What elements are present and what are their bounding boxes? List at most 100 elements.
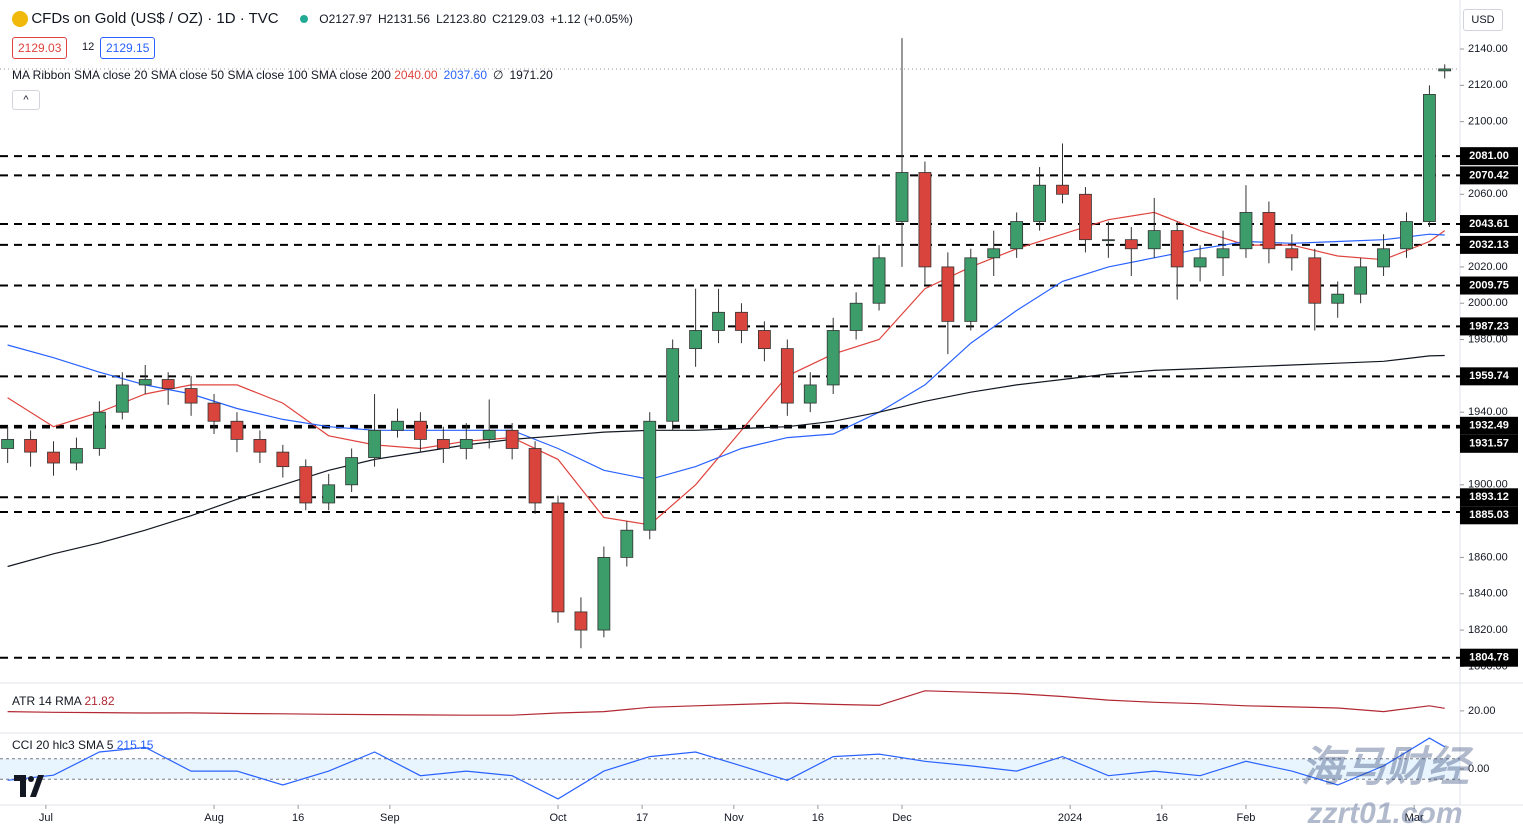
level-label: 1959.74	[1469, 370, 1510, 382]
candle-body	[735, 311, 748, 331]
candle-body	[689, 330, 703, 350]
candle-body	[391, 420, 404, 431]
candle-body	[1354, 266, 1368, 295]
candle-body	[987, 248, 1001, 259]
y-tick-label: 1860.00	[1468, 551, 1508, 563]
candle-body	[345, 457, 359, 486]
ma-values: 2040.00 2037.60 ∅ 1971.20	[394, 68, 559, 82]
ma-legend: MA Ribbon SMA close 20 SMA close 50 SMA …	[12, 68, 559, 82]
candle-body	[1033, 184, 1046, 222]
ma-last-value: 1971.20	[509, 68, 553, 82]
candle-body	[1101, 239, 1115, 242]
candle-body	[780, 348, 794, 404]
symbol-row: CFDs on Gold (US$ / OZ) · 1D · TVC O2127…	[12, 10, 639, 27]
x-tick-label: 16	[292, 812, 304, 824]
candle-body	[1400, 221, 1413, 250]
candle-body	[299, 466, 313, 504]
level-label: 2009.75	[1469, 279, 1509, 291]
candle-body	[161, 379, 175, 389]
candle-body	[24, 439, 37, 453]
y-tick-label: 20.00	[1468, 705, 1496, 717]
candle-body	[1438, 68, 1452, 72]
cci-band	[0, 758, 1460, 780]
candle-body	[643, 420, 657, 531]
x-tick-label: 2024	[1058, 812, 1082, 824]
tv-logo	[14, 775, 44, 797]
candle-body	[574, 611, 588, 631]
y-tick-label: 2120.00	[1468, 79, 1508, 91]
y-tick-label: 2020.00	[1468, 261, 1508, 273]
candle-body	[1170, 230, 1184, 268]
level-label-box	[1460, 648, 1518, 667]
candle-body	[1147, 230, 1161, 250]
candle-body	[597, 557, 611, 631]
ma-line	[7, 354, 1445, 568]
x-tick-label: Sep	[380, 812, 400, 824]
candle-body	[1079, 193, 1092, 241]
market-status	[299, 14, 308, 23]
candle-body	[207, 402, 221, 422]
watermark-cn: 海马财经	[1301, 743, 1474, 790]
candle-body	[872, 257, 886, 304]
level-label-box	[1460, 488, 1518, 507]
y-tick-label: 0.00	[1468, 763, 1489, 775]
candle-body	[1, 439, 15, 449]
price-pane: 2140.00 2120.00 2100.00 2060.00 2020.00 2000.…	[0, 38, 1518, 824]
level-label-box	[1460, 317, 1518, 336]
candle-body	[1308, 257, 1322, 304]
bid-badge[interactable]: 2129.03	[12, 37, 68, 59]
candle-body	[528, 448, 542, 504]
candle-body	[184, 388, 198, 404]
candle-body	[436, 439, 450, 449]
candle-body	[138, 379, 152, 386]
atr-title: ATR 14 RMA	[12, 694, 82, 708]
x-tick-label: Feb	[1236, 812, 1255, 824]
level-label-box	[1460, 147, 1518, 166]
cci-value: 215.15	[116, 738, 154, 752]
spread: 12	[82, 41, 95, 53]
ohlc-item: O2127.97	[319, 11, 373, 26]
y-tick-label: 1840.00	[1468, 588, 1508, 600]
candle-body	[757, 330, 771, 350]
candle-body	[620, 529, 634, 558]
collapse-button[interactable]: ^	[12, 90, 40, 110]
symbol-icon	[12, 10, 28, 27]
candle-body	[1010, 221, 1024, 250]
candle-body	[505, 429, 519, 449]
ma-label: MA Ribbon SMA close 20 SMA close 50 SMA …	[12, 68, 391, 82]
level-label-box	[1460, 506, 1518, 525]
ma-line	[7, 211, 1446, 526]
atr-value: 21.82	[84, 694, 115, 708]
candle-body	[92, 411, 106, 449]
candle-body	[322, 484, 336, 504]
ohlc-item: L2123.80	[436, 11, 487, 26]
candle-body	[368, 429, 381, 458]
x-tick-label: 17	[636, 812, 648, 824]
indicator-line	[7, 737, 1445, 800]
level-label: 1893.12	[1469, 491, 1509, 503]
level-label-box	[1460, 235, 1518, 254]
ask-badge[interactable]: 2129.15	[100, 37, 156, 59]
symbol[interactable]: CFDs on Gold (US$ / OZ) · 1D · TVC	[31, 10, 279, 27]
ma-missing: ∅	[493, 68, 504, 82]
candle-body	[849, 302, 863, 331]
candle-body	[459, 439, 473, 449]
y-tick-label: 1980.00	[1468, 333, 1508, 345]
indicator-line	[7, 690, 1445, 716]
candle-body	[895, 172, 909, 222]
x-tick-label: 16	[1156, 812, 1168, 824]
candle-body	[1124, 239, 1138, 250]
candle-body	[1216, 248, 1230, 259]
currency[interactable]: USD	[1463, 9, 1503, 31]
level-label: 2081.00	[1469, 150, 1509, 162]
ohlc: O2127.97 H2131.56 L2123.80 C2129.03 +1.12 (+…	[319, 12, 639, 26]
level-label: 2032.13	[1469, 239, 1509, 251]
atr-legend: ATR 14 RMA 21.82	[12, 694, 115, 708]
level-label-box	[1460, 416, 1518, 435]
level-label: 1804.78	[1469, 652, 1509, 664]
candle-body	[253, 439, 267, 453]
cci-title: CCI 20 hlc3 SMA 5	[12, 738, 114, 752]
candle-body	[276, 451, 290, 468]
x-tick-label: 16	[812, 812, 824, 824]
